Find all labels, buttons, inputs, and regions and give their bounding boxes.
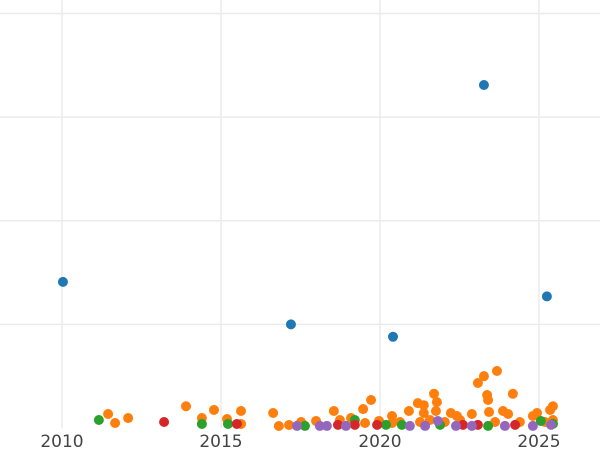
data-point [123, 413, 134, 424]
data-point [103, 409, 114, 420]
data-point [547, 401, 558, 412]
data-point [510, 419, 521, 430]
data-point [430, 406, 441, 417]
data-point [231, 418, 242, 429]
data-point [532, 407, 543, 418]
data-point [429, 388, 440, 399]
data-point [358, 404, 369, 415]
data-point [328, 406, 339, 417]
data-point [450, 420, 461, 431]
data-point [236, 406, 247, 417]
data-point [507, 388, 518, 399]
data-point [432, 415, 443, 426]
data-point [541, 291, 552, 302]
data-point [466, 420, 477, 431]
data-point [93, 415, 104, 426]
data-point [196, 418, 207, 429]
x-tick-label: 2010 [40, 432, 83, 450]
data-point [268, 407, 279, 418]
data-point [466, 409, 477, 420]
data-point [387, 410, 398, 421]
data-point [503, 409, 514, 420]
data-point [535, 415, 546, 426]
data-point [483, 420, 494, 431]
data-points [57, 79, 558, 431]
data-point [546, 419, 557, 430]
series-4 [291, 415, 557, 431]
data-point [431, 397, 442, 408]
x-tick-label: 2020 [358, 432, 401, 450]
data-point [291, 420, 302, 431]
data-point [284, 419, 295, 430]
x-tick-label: 2015 [199, 432, 242, 450]
data-point [299, 420, 310, 431]
data-point [420, 420, 431, 431]
x-axis-ticks: 2010 2015 2020 2025 [40, 432, 560, 450]
data-point [321, 420, 332, 431]
x-tick-label: 2025 [517, 432, 560, 450]
data-point [418, 407, 429, 418]
data-point [484, 407, 495, 418]
series-1 [103, 366, 558, 431]
data-point [404, 420, 415, 431]
data-point [285, 319, 296, 330]
data-point [527, 420, 538, 431]
data-point [491, 366, 502, 377]
data-point [110, 418, 121, 429]
gridlines [0, 0, 600, 428]
data-point [340, 420, 351, 431]
data-point [314, 420, 325, 431]
series-0 [57, 79, 552, 342]
data-point [273, 421, 284, 431]
data-point [372, 419, 383, 430]
data-point [159, 416, 170, 427]
data-point [208, 404, 219, 415]
data-point [349, 419, 360, 430]
data-point [366, 395, 377, 406]
data-point [478, 371, 489, 382]
data-point [472, 378, 483, 389]
data-point [478, 79, 489, 90]
data-point [418, 400, 429, 411]
data-point [381, 419, 392, 430]
data-point [181, 401, 192, 412]
data-point [222, 418, 233, 429]
data-point [396, 419, 407, 430]
data-point [360, 418, 371, 429]
data-point [388, 331, 399, 342]
data-point [332, 419, 343, 430]
data-point [57, 276, 68, 287]
data-point [403, 406, 414, 417]
data-point [483, 395, 494, 406]
data-point [499, 420, 510, 431]
